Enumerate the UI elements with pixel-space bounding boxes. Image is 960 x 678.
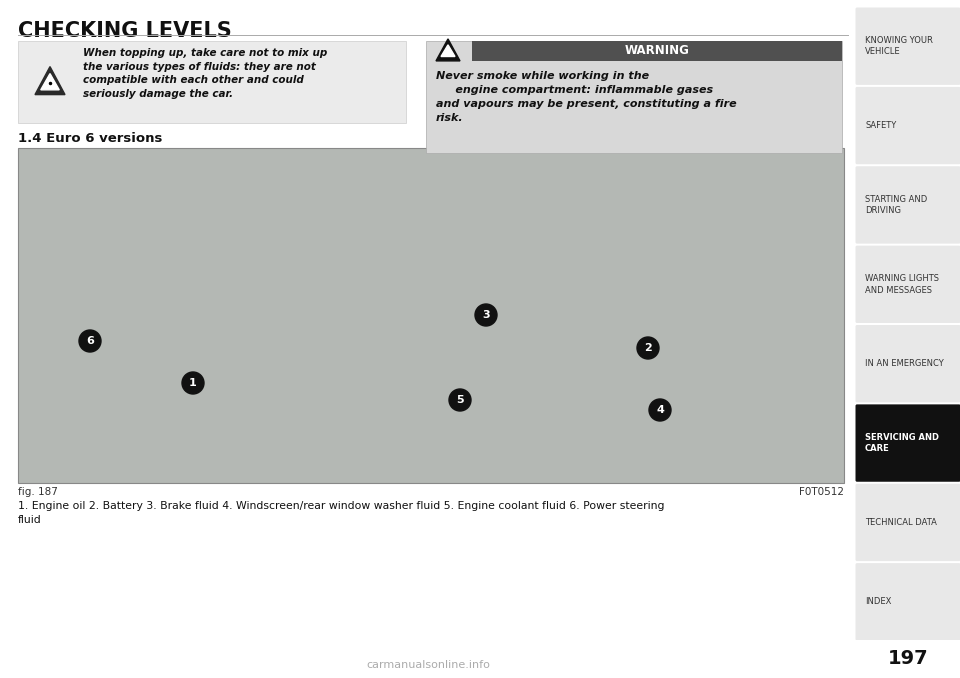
Text: 5: 5 <box>456 395 464 405</box>
Text: fluid: fluid <box>18 515 41 525</box>
FancyBboxPatch shape <box>855 166 960 243</box>
FancyBboxPatch shape <box>855 7 960 85</box>
Text: CHECKING LEVELS: CHECKING LEVELS <box>18 21 231 41</box>
Circle shape <box>475 304 497 326</box>
Text: 1: 1 <box>189 378 197 388</box>
Polygon shape <box>40 74 60 90</box>
Text: WARNING: WARNING <box>625 45 689 58</box>
FancyBboxPatch shape <box>855 245 960 323</box>
Polygon shape <box>35 66 65 95</box>
Bar <box>426 41 842 153</box>
Text: When topping up, take care not to mix up
the various types of fluids: they are n: When topping up, take care not to mix up… <box>83 48 327 99</box>
Text: SERVICING AND
CARE: SERVICING AND CARE <box>865 433 939 454</box>
Text: engine compartment: inflammable gases: engine compartment: inflammable gases <box>436 85 713 95</box>
Bar <box>472 41 842 61</box>
FancyBboxPatch shape <box>855 404 960 482</box>
Circle shape <box>182 372 204 394</box>
Text: 4: 4 <box>656 405 664 415</box>
Text: WARNING LIGHTS
AND MESSAGES: WARNING LIGHTS AND MESSAGES <box>865 274 939 294</box>
Text: KNOWING YOUR
VEHICLE: KNOWING YOUR VEHICLE <box>865 36 933 56</box>
Text: 197: 197 <box>888 650 928 669</box>
Text: fig. 187: fig. 187 <box>18 487 58 497</box>
Text: 1. Engine oil 2. Battery 3. Brake fluid 4. Windscreen/rear window washer fluid 5: 1. Engine oil 2. Battery 3. Brake fluid … <box>18 501 664 511</box>
Polygon shape <box>436 39 460 61</box>
Circle shape <box>449 389 471 411</box>
Bar <box>18 41 406 123</box>
FancyBboxPatch shape <box>855 483 960 561</box>
Text: 1.4 Euro 6 versions: 1.4 Euro 6 versions <box>18 132 162 145</box>
FancyBboxPatch shape <box>855 563 960 641</box>
Text: INDEX: INDEX <box>865 597 892 606</box>
Polygon shape <box>441 45 455 56</box>
Text: STARTING AND
DRIVING: STARTING AND DRIVING <box>865 195 927 215</box>
Text: IN AN EMERGENCY: IN AN EMERGENCY <box>865 359 944 368</box>
Circle shape <box>79 330 101 352</box>
Bar <box>856 640 960 678</box>
Text: TECHNICAL DATA: TECHNICAL DATA <box>865 518 937 527</box>
Bar <box>18 148 844 483</box>
Text: and vapours may be present, constituting a fire: and vapours may be present, constituting… <box>436 99 736 109</box>
Text: SAFETY: SAFETY <box>865 121 897 130</box>
Circle shape <box>649 399 671 421</box>
Text: risk.: risk. <box>436 113 464 123</box>
FancyBboxPatch shape <box>855 325 960 402</box>
Text: 6: 6 <box>86 336 94 346</box>
FancyBboxPatch shape <box>855 87 960 164</box>
Text: F0T0512: F0T0512 <box>799 487 844 497</box>
Text: 2: 2 <box>644 343 652 353</box>
Circle shape <box>637 337 659 359</box>
Text: 3: 3 <box>482 310 490 320</box>
Text: carmanualsonline.info: carmanualsonline.info <box>366 660 490 670</box>
Bar <box>0 0 856 678</box>
Text: Never smoke while working in the: Never smoke while working in the <box>436 71 649 81</box>
